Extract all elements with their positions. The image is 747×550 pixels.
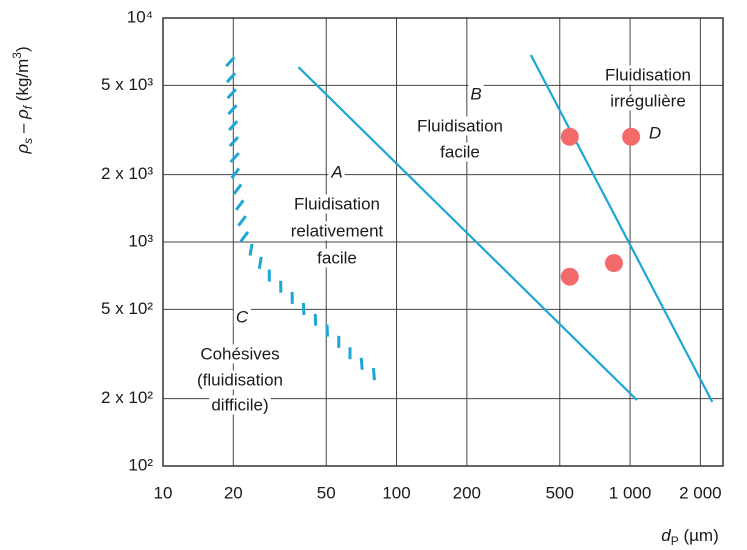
hatch-mark	[225, 72, 237, 84]
y-tick-label: 2 x 10²	[101, 388, 153, 407]
hatch-mark	[232, 183, 243, 195]
x-tick-label: 1 000	[609, 483, 652, 502]
annotation: B	[470, 84, 481, 103]
annotation-bg	[646, 123, 664, 143]
hatch-mark	[248, 243, 254, 256]
annotation: D	[649, 123, 661, 142]
hatch-mark	[359, 357, 364, 370]
y-tick-label: 10⁴	[127, 7, 153, 26]
hatch-mark	[257, 256, 263, 269]
boundary-line	[297, 66, 638, 401]
annotation: Cohésives	[200, 344, 279, 363]
x-tick-label: 100	[382, 483, 410, 502]
y-axis-label-part: f	[21, 104, 35, 109]
annotation-bg	[198, 344, 282, 364]
data-point	[560, 127, 579, 146]
y-axis-label: ρs – ρf (kg/m3)	[10, 46, 35, 154]
y-axis-label-part: )	[13, 46, 32, 52]
hatch-mark	[235, 199, 245, 211]
hatch-mark	[228, 136, 240, 148]
data-point	[622, 127, 641, 146]
x-tick-label: 2 000	[679, 483, 722, 502]
hatch-mark	[239, 231, 250, 243]
hatch-mark	[371, 368, 376, 381]
hatch-mark	[325, 324, 330, 337]
annotation: Fluidisation	[605, 65, 691, 84]
annotation-bg	[195, 370, 285, 390]
y-tick-label: 10²	[128, 455, 153, 474]
annotation: Fluidisation	[417, 116, 503, 135]
annotation-bg	[328, 162, 345, 182]
hatch-mark	[227, 104, 238, 116]
x-axis-label-part: P	[671, 534, 679, 548]
annotation-bg	[292, 194, 382, 214]
annotation: facile	[440, 142, 480, 161]
y-tick-label: 2 x 10³	[101, 164, 153, 183]
hatch-mark	[226, 88, 237, 100]
x-tick-label: 500	[546, 483, 574, 502]
plot-frame	[162, 17, 724, 467]
hatch-mark	[229, 152, 240, 164]
x-tick-label: 20	[224, 483, 243, 502]
y-tick-label: 10³	[128, 231, 153, 250]
boundary-line	[529, 54, 714, 403]
annotation-bg	[438, 142, 482, 162]
annotation: irrégulière	[610, 91, 686, 110]
x-axis-label-part: d	[661, 526, 671, 545]
annotation-bg	[209, 395, 271, 415]
x-axis-label: dP (µm)	[661, 526, 719, 548]
annotation: A	[330, 162, 342, 181]
data-point	[560, 267, 579, 286]
data-point	[604, 254, 623, 273]
annotation-bg	[233, 307, 251, 327]
annotation: C	[236, 307, 249, 326]
annotation-bg	[468, 84, 484, 104]
annotation-bg	[315, 248, 359, 268]
annotation-bg	[288, 221, 386, 241]
annotation-bg	[608, 91, 688, 111]
x-tick-label: 200	[453, 483, 481, 502]
y-axis-label-part: ρ	[13, 144, 32, 155]
hatch-mark	[313, 313, 318, 326]
hatch-mark	[301, 302, 306, 316]
annotation: Fluidisation	[294, 194, 380, 213]
hatch-mark	[228, 120, 239, 132]
x-axis-label-part: (µm)	[679, 526, 719, 545]
y-axis-label-part: s	[21, 138, 35, 144]
y-tick-label: 5 x 10³	[101, 75, 153, 94]
y-tick-label: 5 x 10²	[101, 299, 153, 318]
x-tick-label: 50	[317, 483, 336, 502]
annotation-bg	[415, 116, 505, 136]
hatch-mark	[230, 167, 241, 180]
y-axis-label-part: – ρ	[13, 109, 32, 138]
y-axis-label-part: 3	[10, 52, 24, 59]
hatch-mark	[225, 56, 236, 68]
annotation: facile	[317, 248, 357, 267]
annotation: difficile)	[211, 395, 268, 414]
annotation-bg	[603, 65, 693, 85]
hatch-mark	[237, 215, 247, 227]
annotation: (fluidisation	[197, 370, 283, 389]
annotation: relativement	[291, 221, 384, 240]
y-axis-label-part: (kg/m	[13, 59, 32, 106]
x-tick-label: 10	[154, 483, 173, 502]
